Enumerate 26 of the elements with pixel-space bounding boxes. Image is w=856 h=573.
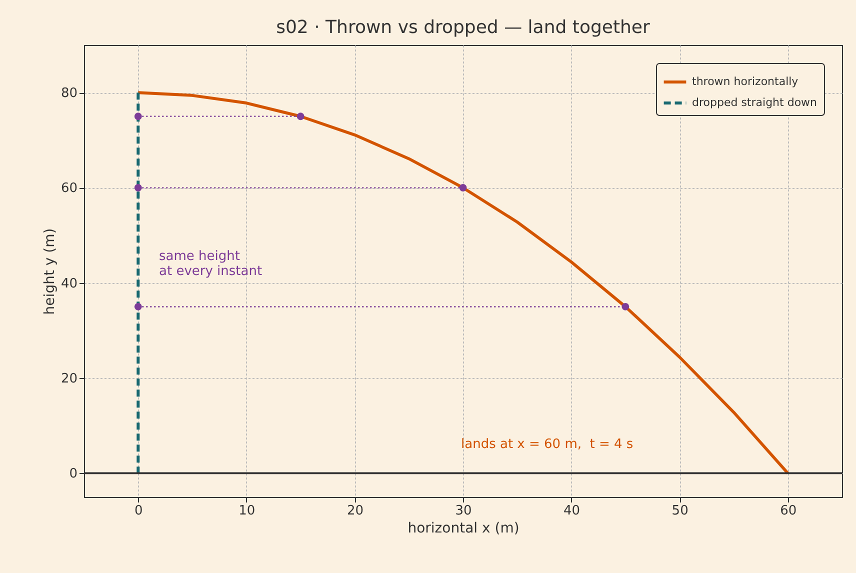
x-tick-label: 60 xyxy=(780,504,797,518)
point xyxy=(134,112,142,120)
y-tick-label: 0 xyxy=(69,466,78,482)
point xyxy=(296,112,304,120)
point xyxy=(134,302,142,310)
y-tick-label: 40 xyxy=(60,276,78,292)
x-axis-title: horizontal x (m) xyxy=(408,520,520,536)
x-tick-label: 40 xyxy=(564,504,580,518)
line-series xyxy=(136,91,790,475)
x-tick-label: 20 xyxy=(346,504,364,518)
annotation: lands at x = 60 m, t = 4 s xyxy=(461,437,634,452)
x-tick-label: 0 xyxy=(134,504,143,518)
annotation: same height at every instant xyxy=(159,249,262,279)
legend-label: dropped straight down xyxy=(692,96,818,109)
y-axis-title: height y (m) xyxy=(42,228,58,315)
y-tick-label: 60 xyxy=(60,181,78,196)
legend-label: thrown horizontally xyxy=(692,75,799,88)
y-tick-label: 20 xyxy=(60,372,78,387)
x-tick-label: 30 xyxy=(455,504,472,518)
x-tick-label: 50 xyxy=(672,504,688,518)
point xyxy=(134,184,142,192)
y-tick-label: 80 xyxy=(60,86,78,102)
x-tick-label: 10 xyxy=(238,504,256,518)
point xyxy=(459,184,467,192)
chart-title: s02 · Thrown vs dropped — land together xyxy=(276,17,650,38)
point xyxy=(622,302,630,310)
